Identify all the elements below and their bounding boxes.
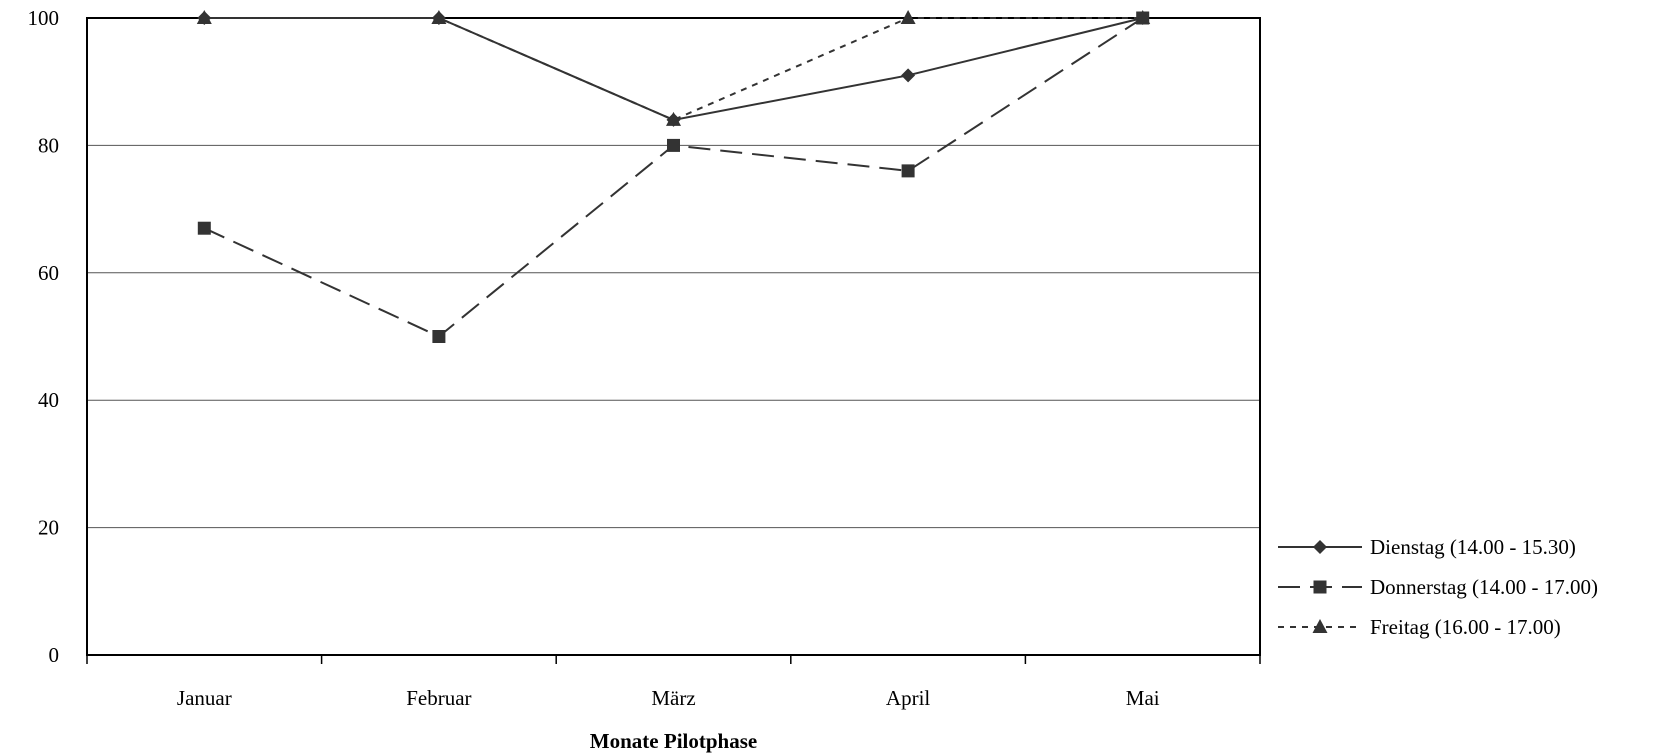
series-line xyxy=(204,17,1143,122)
x-tick-label: April xyxy=(886,686,930,710)
y-tick-label: 80 xyxy=(38,133,59,157)
y-tick-label: 40 xyxy=(38,388,59,412)
legend-item: Donnerstag (14.00 - 17.00) xyxy=(1278,575,1598,599)
x-tick-label: Mai xyxy=(1126,686,1160,710)
x-tick-label: Februar xyxy=(406,686,471,710)
y-tick-label: 100 xyxy=(28,6,60,30)
data-point xyxy=(431,10,447,24)
y-tick-label: 20 xyxy=(38,516,59,540)
x-axis-title: Monate Pilotphase xyxy=(590,729,757,753)
data-point xyxy=(667,138,680,152)
legend-item: Freitag (16.00 - 17.00) xyxy=(1278,615,1561,639)
legend-marker xyxy=(1312,619,1328,633)
legend-marker xyxy=(1313,580,1327,594)
legend-label: Freitag (16.00 - 17.00) xyxy=(1370,615,1561,639)
data-point xyxy=(1135,10,1151,24)
data-point xyxy=(901,164,915,178)
legend-marker xyxy=(1313,540,1327,554)
y-axis-tick-labels: 0 20 40 60 80 100 xyxy=(28,6,60,667)
x-tick-label: März xyxy=(651,686,695,710)
legend-item: Dienstag (14.00 - 15.30) xyxy=(1278,535,1576,559)
data-point xyxy=(901,68,916,83)
series-layer xyxy=(196,10,1151,343)
series-line xyxy=(204,17,1143,121)
x-axis-tick-labels: Januar Februar März April Mai xyxy=(177,686,1160,710)
data-point xyxy=(666,111,681,126)
data-point xyxy=(432,330,446,343)
data-point xyxy=(197,221,211,235)
series-line xyxy=(203,17,1144,338)
plot-area xyxy=(86,17,1261,656)
legend-label: Dienstag (14.00 - 15.30) xyxy=(1370,535,1576,559)
series-1 xyxy=(197,11,1150,127)
data-point xyxy=(900,10,916,24)
gridlines xyxy=(87,144,1260,529)
series-3 xyxy=(196,10,1151,126)
series-2 xyxy=(197,11,1150,343)
x-axis-ticks xyxy=(86,655,1261,664)
legend: Dienstag (14.00 - 15.30) Donnerstag (14.0… xyxy=(1278,535,1598,639)
y-tick-label: 0 xyxy=(49,643,60,667)
y-tick-label: 60 xyxy=(38,261,59,285)
legend-label: Donnerstag (14.00 - 17.00) xyxy=(1370,575,1598,599)
x-tick-label: Januar xyxy=(177,686,232,710)
data-point xyxy=(196,10,212,24)
